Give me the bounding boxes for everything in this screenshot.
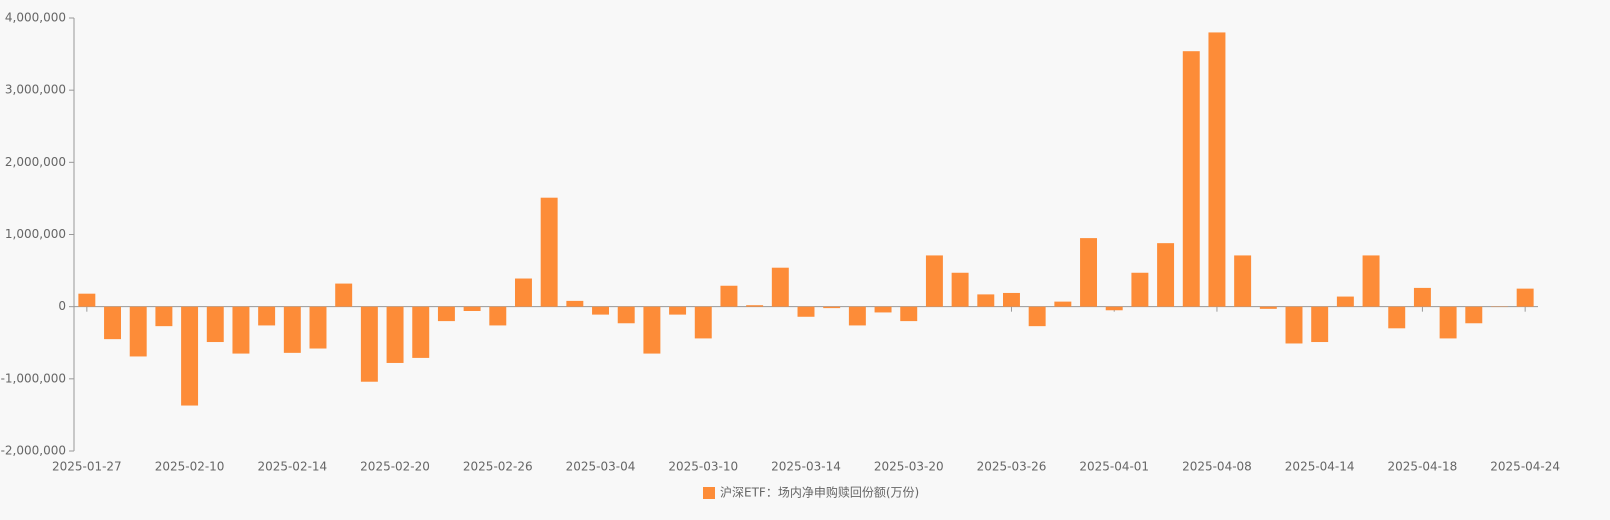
bar xyxy=(1234,255,1252,307)
bar xyxy=(617,306,635,324)
bar xyxy=(771,267,789,307)
bar xyxy=(1054,301,1072,307)
bar xyxy=(283,306,301,353)
bar xyxy=(309,306,327,349)
y-tick-label: 0 xyxy=(58,299,66,313)
bar xyxy=(1105,306,1123,311)
bar xyxy=(1413,287,1431,307)
bar xyxy=(566,300,584,307)
bar xyxy=(694,306,712,339)
y-tick-label: -2,000,000 xyxy=(1,444,66,458)
bar xyxy=(1157,243,1175,307)
bar xyxy=(206,306,224,343)
y-tick-label: 1,000,000 xyxy=(5,227,66,241)
bar xyxy=(232,306,250,354)
x-tick-label: 2025-02-26 xyxy=(463,460,533,474)
bar xyxy=(1285,306,1303,344)
bar xyxy=(643,306,661,354)
bar xyxy=(797,306,815,317)
x-tick-label: 2025-02-14 xyxy=(257,460,327,474)
bar xyxy=(386,306,404,363)
bar xyxy=(951,272,969,307)
bar xyxy=(155,306,173,327)
bar xyxy=(104,306,122,340)
y-tick-label: 4,000,000 xyxy=(5,11,66,25)
bar xyxy=(514,278,532,307)
legend-swatch xyxy=(703,487,715,499)
bar xyxy=(1362,255,1380,307)
legend-label: 沪深ETF：场内净申购赎回份额(万份) xyxy=(720,485,919,500)
y-tick-label: -1,000,000 xyxy=(1,371,66,385)
bar xyxy=(78,293,96,307)
bar xyxy=(1002,292,1020,307)
bar xyxy=(412,306,430,358)
bar xyxy=(874,306,892,313)
y-tick-label: 3,000,000 xyxy=(5,83,66,97)
bar xyxy=(1439,306,1457,339)
bar xyxy=(1259,306,1277,309)
bar xyxy=(746,305,764,307)
bar xyxy=(437,306,455,322)
y-tick-label: 2,000,000 xyxy=(5,155,66,169)
bar xyxy=(463,306,481,311)
bar xyxy=(1182,51,1200,307)
bar xyxy=(669,306,687,315)
bar xyxy=(129,306,147,357)
bar xyxy=(1028,306,1046,327)
x-tick-label: 2025-03-04 xyxy=(566,460,636,474)
bar xyxy=(592,306,610,315)
bar xyxy=(1208,32,1226,307)
bar xyxy=(900,306,918,322)
bar xyxy=(540,197,558,307)
x-tick-label: 2025-03-20 xyxy=(874,460,944,474)
x-tick-label: 2025-04-24 xyxy=(1490,460,1560,474)
x-tick-label: 2025-03-14 xyxy=(771,460,841,474)
x-tick-label: 2025-04-18 xyxy=(1388,460,1458,474)
bar xyxy=(1336,296,1354,307)
x-tick-label: 2025-01-27 xyxy=(52,460,122,474)
bar xyxy=(823,306,841,309)
x-tick-label: 2025-04-01 xyxy=(1079,460,1149,474)
bar xyxy=(1311,306,1329,343)
bar xyxy=(335,283,353,307)
x-tick-label: 2025-04-08 xyxy=(1182,460,1252,474)
bar xyxy=(360,306,378,382)
bar xyxy=(977,294,995,307)
bar xyxy=(1388,306,1406,329)
bar xyxy=(720,285,738,307)
bar xyxy=(1080,238,1098,307)
bar xyxy=(848,306,866,326)
bar xyxy=(258,306,276,326)
bar xyxy=(1131,272,1149,307)
x-tick-label: 2025-02-20 xyxy=(360,460,430,474)
x-tick-label: 2025-02-10 xyxy=(155,460,225,474)
bar xyxy=(181,306,199,406)
x-tick-label: 2025-04-14 xyxy=(1285,460,1355,474)
x-tick-label: 2025-03-10 xyxy=(668,460,738,474)
x-tick-label: 2025-03-26 xyxy=(977,460,1047,474)
bar xyxy=(925,255,943,307)
bar xyxy=(1465,306,1483,324)
bar xyxy=(489,306,507,326)
bar xyxy=(1516,288,1534,307)
